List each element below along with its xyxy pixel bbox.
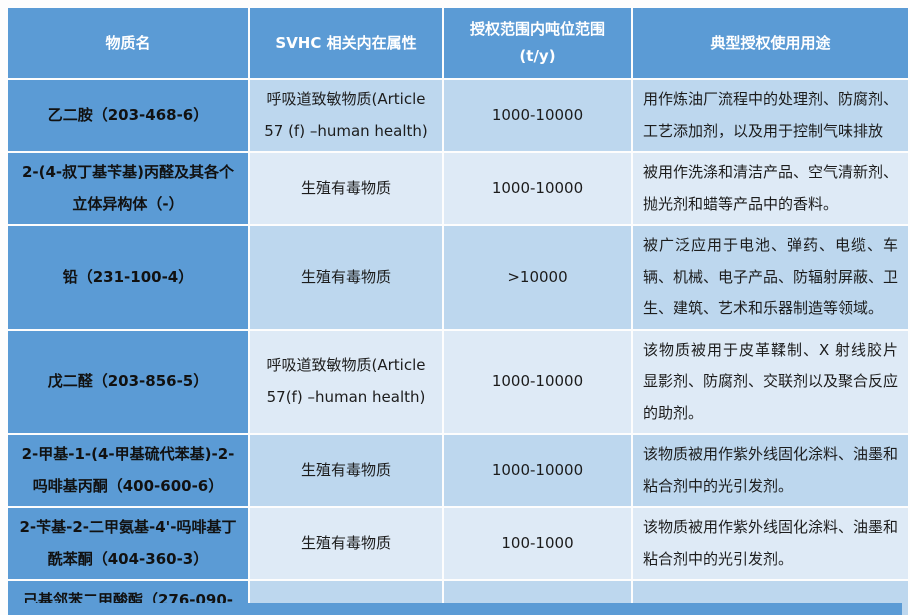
uses-cell: 被用作洗涤和清洁产品、空气清新剂、抛光剂和蜡等产品中的香料。 xyxy=(633,153,908,224)
tonnage-cell: 1000-10000 xyxy=(444,330,631,433)
table-row: 2-苄基-2-二甲氨基-4'-吗啡基丁酰苯酮（404-360-3） 生殖有毒物质… xyxy=(8,508,908,579)
table-header-row: 物质名 SVHC 相关内在属性 授权范围内吨位范围 (t/y) 典型授权使用用途 xyxy=(8,8,908,78)
svhc-property-cell: 生殖有毒物质 xyxy=(250,226,442,329)
tonnage-cell: 100-1000 xyxy=(444,508,631,579)
table-row: 乙二胺（203-468-6） 呼吸道致敏物质(Article 57 (f) –h… xyxy=(8,80,908,151)
table-row: 2-(4-叔丁基苄基)丙醛及其各个立体异构体（-） 生殖有毒物质 1000-10… xyxy=(8,153,908,224)
uses-cell: 该物质被用作紫外线固化涂料、油墨和粘合剂中的光引发剂。 xyxy=(633,508,908,579)
uses-cell: 该物质被用作紫外线固化涂料、油墨和粘合剂中的光引发剂。 xyxy=(633,435,908,506)
svhc-property-cell: 生殖有毒物质 xyxy=(250,508,442,579)
tonnage-cell: 1000-10000 xyxy=(444,435,631,506)
svhc-substances-table: 物质名 SVHC 相关内在属性 授权范围内吨位范围 (t/y) 典型授权使用用途… xyxy=(6,6,910,615)
svhc-property-cell: 呼吸道致敏物质(Article 57 (f) –human health) xyxy=(250,80,442,151)
next-row-edge-strip xyxy=(8,603,902,615)
tonnage-cell: 1000-10000 xyxy=(444,153,631,224)
table-row: 2-甲基-1-(4-甲基硫代苯基)-2-吗啡基丙酮（400-600-6） 生殖有… xyxy=(8,435,908,506)
uses-cell: 该物质被用于皮革鞣制、X 射线胶片显影剂、防腐剂、交联剂以及聚合反应的助剂。 xyxy=(633,330,908,433)
table-row: 铅（231-100-4） 生殖有毒物质 >10000 被广泛应用于电池、弹药、电… xyxy=(8,226,908,329)
substance-name-cell: 2-(4-叔丁基苄基)丙醛及其各个立体异构体（-） xyxy=(8,153,248,224)
svhc-property-cell: 生殖有毒物质 xyxy=(250,435,442,506)
column-header-tonnage-line2: (t/y) xyxy=(519,47,556,65)
substance-name-cell: 乙二胺（203-468-6） xyxy=(8,80,248,151)
uses-cell: 用作炼油厂流程中的处理剂、防腐剂、工艺添加剂，以及用于控制气味排放 xyxy=(633,80,908,151)
column-header-svhc: SVHC 相关内在属性 xyxy=(250,8,442,78)
substance-name-cell: 铅（231-100-4） xyxy=(8,226,248,329)
uses-cell: 被广泛应用于电池、弹药、电缆、车辆、机械、电子产品、防辐射屏蔽、卫生、建筑、艺术… xyxy=(633,226,908,329)
tonnage-cell: >10000 xyxy=(444,226,631,329)
substance-name-cell: 2-甲基-1-(4-甲基硫代苯基)-2-吗啡基丙酮（400-600-6） xyxy=(8,435,248,506)
substance-name-cell: 戊二醛（203-856-5） xyxy=(8,330,248,433)
table-row: 戊二醛（203-856-5） 呼吸道致敏物质(Article 57(f) –hu… xyxy=(8,330,908,433)
tonnage-cell: 1000-10000 xyxy=(444,80,631,151)
svhc-property-cell: 呼吸道致敏物质(Article 57(f) –human health) xyxy=(250,330,442,433)
column-header-tonnage: 授权范围内吨位范围 (t/y) xyxy=(444,8,631,78)
column-header-uses: 典型授权使用用途 xyxy=(633,8,908,78)
column-header-substance: 物质名 xyxy=(8,8,248,78)
substance-name-cell: 2-苄基-2-二甲氨基-4'-吗啡基丁酰苯酮（404-360-3） xyxy=(8,508,248,579)
column-header-tonnage-line1: 授权范围内吨位范围 xyxy=(469,20,605,38)
svhc-property-cell: 生殖有毒物质 xyxy=(250,153,442,224)
